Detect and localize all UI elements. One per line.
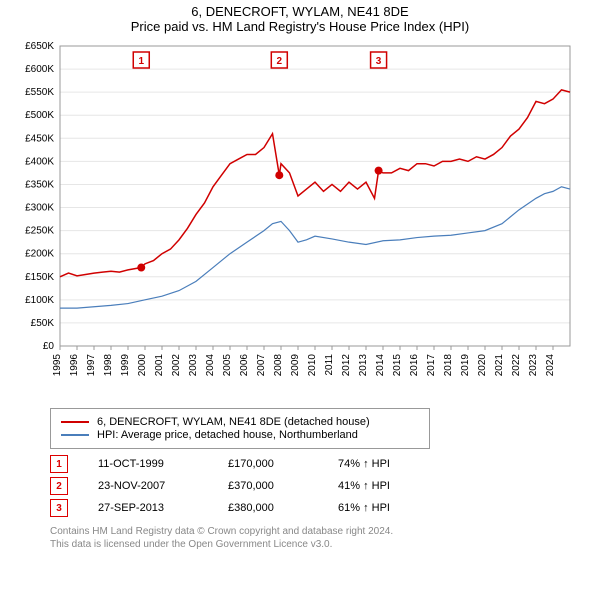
y-tick-label: £600K: [25, 64, 54, 75]
transaction-price: £370,000: [228, 480, 308, 492]
transaction-badge: 3: [50, 499, 68, 517]
x-tick-label: 2006: [239, 354, 250, 377]
x-tick-label: 1999: [120, 354, 131, 377]
y-tick-label: £200K: [25, 249, 54, 260]
transaction-price: £380,000: [228, 502, 308, 514]
x-tick-label: 2021: [494, 354, 505, 377]
legend-item: 6, DENECROFT, WYLAM, NE41 8DE (detached …: [61, 416, 419, 428]
chart-badge-label: 2: [277, 56, 283, 67]
y-tick-label: £450K: [25, 133, 54, 144]
x-tick-label: 2002: [171, 354, 182, 377]
legend-item: HPI: Average price, detached house, Nort…: [61, 429, 419, 441]
x-tick-label: 2014: [375, 354, 386, 377]
x-tick-label: 2016: [409, 354, 420, 377]
transaction-hpi: 61% ↑ HPI: [338, 502, 418, 514]
y-tick-label: £550K: [25, 87, 54, 98]
x-tick-label: 2004: [205, 354, 216, 377]
x-tick-label: 2011: [324, 354, 335, 376]
plot-border: [60, 46, 570, 346]
transaction-date: 27-SEP-2013: [98, 502, 198, 514]
x-tick-label: 2008: [273, 354, 284, 377]
chart: £0 £50K £100K £150K £200K £250K £300K £350K £400…: [10, 38, 590, 398]
x-tick-label: 2005: [222, 354, 233, 377]
x-tick-label: 2012: [341, 354, 352, 377]
chart-container: 6, DENECROFT, WYLAM, NE41 8DE Price paid…: [0, 0, 600, 555]
chart-svg: £0 £50K £100K £150K £200K £250K £300K £350K £400…: [10, 38, 590, 398]
x-tick-label: 1996: [69, 354, 80, 377]
x-tick-label: 2019: [460, 354, 471, 377]
title-sub: Price paid vs. HM Land Registry's House …: [10, 19, 590, 34]
x-tick-label: 2013: [358, 354, 369, 377]
x-tick-label: 2017: [426, 354, 437, 377]
footer-line-1: Contains HM Land Registry data © Crown c…: [50, 525, 570, 538]
y-tick-label: £400K: [25, 156, 54, 167]
y-tick-label: £250K: [25, 226, 54, 237]
footer-line-2: This data is licensed under the Open Gov…: [50, 538, 570, 551]
transaction-hpi: 74% ↑ HPI: [338, 458, 418, 470]
x-tick-label: 2007: [256, 354, 267, 377]
title-main: 6, DENECROFT, WYLAM, NE41 8DE: [10, 4, 590, 19]
y-tick-label: £500K: [25, 110, 54, 121]
y-tick-label: £300K: [25, 203, 54, 214]
transaction-row: 1 11-OCT-1999 £170,000 74% ↑ HPI: [50, 455, 570, 473]
y-tick-label: £350K: [25, 179, 54, 190]
x-tick-label: 2010: [307, 354, 318, 377]
chart-badge-label: 3: [376, 56, 382, 67]
legend-swatch: [61, 421, 89, 423]
x-tick-label: 1997: [86, 354, 97, 377]
transaction-date: 11-OCT-1999: [98, 458, 198, 470]
y-tick-label: £150K: [25, 272, 54, 283]
transaction-row: 3 27-SEP-2013 £380,000 61% ↑ HPI: [50, 499, 570, 517]
y-tick-label: £0: [43, 341, 55, 352]
legend-swatch: [61, 434, 89, 436]
transaction-price: £170,000: [228, 458, 308, 470]
transaction-badge: 2: [50, 477, 68, 495]
x-tick-label: 2020: [477, 354, 488, 377]
y-tick-label: £100K: [25, 295, 54, 306]
x-tick-label: 2003: [188, 354, 199, 377]
legend: 6, DENECROFT, WYLAM, NE41 8DE (detached …: [50, 408, 430, 449]
marker-dot: [137, 264, 145, 272]
transactions-table: 1 11-OCT-1999 £170,000 74% ↑ HPI 2 23-NOV-200…: [50, 455, 570, 517]
y-tick-label: £650K: [25, 41, 54, 52]
series-property: [60, 90, 570, 277]
transaction-badge: 1: [50, 455, 68, 473]
transaction-row: 2 23-NOV-2007 £370,000 41% ↑ HPI: [50, 477, 570, 495]
legend-label: HPI: Average price, detached house, Nort…: [97, 429, 358, 441]
chart-badge-label: 1: [138, 56, 144, 67]
chart-titles: 6, DENECROFT, WYLAM, NE41 8DE Price paid…: [10, 4, 590, 34]
x-tick-label: 2024: [545, 354, 556, 377]
footer: Contains HM Land Registry data © Crown c…: [50, 525, 570, 551]
legend-label: 6, DENECROFT, WYLAM, NE41 8DE (detached …: [97, 416, 370, 428]
x-tick-label: 1998: [103, 354, 114, 377]
x-tick-label: 2018: [443, 354, 454, 377]
marker-dot: [275, 171, 283, 179]
x-tick-label: 2023: [528, 354, 539, 377]
x-tick-label: 2022: [511, 354, 522, 377]
series-hpi: [60, 187, 570, 308]
x-tick-label: 2015: [392, 354, 403, 377]
x-tick-label: 2009: [290, 354, 301, 377]
x-tick-label: 2000: [137, 354, 148, 377]
x-tick-label: 2001: [154, 354, 165, 377]
marker-dot: [375, 167, 383, 175]
transaction-hpi: 41% ↑ HPI: [338, 480, 418, 492]
transaction-date: 23-NOV-2007: [98, 480, 198, 492]
y-tick-label: £50K: [31, 318, 55, 329]
x-tick-label: 1995: [52, 354, 63, 377]
